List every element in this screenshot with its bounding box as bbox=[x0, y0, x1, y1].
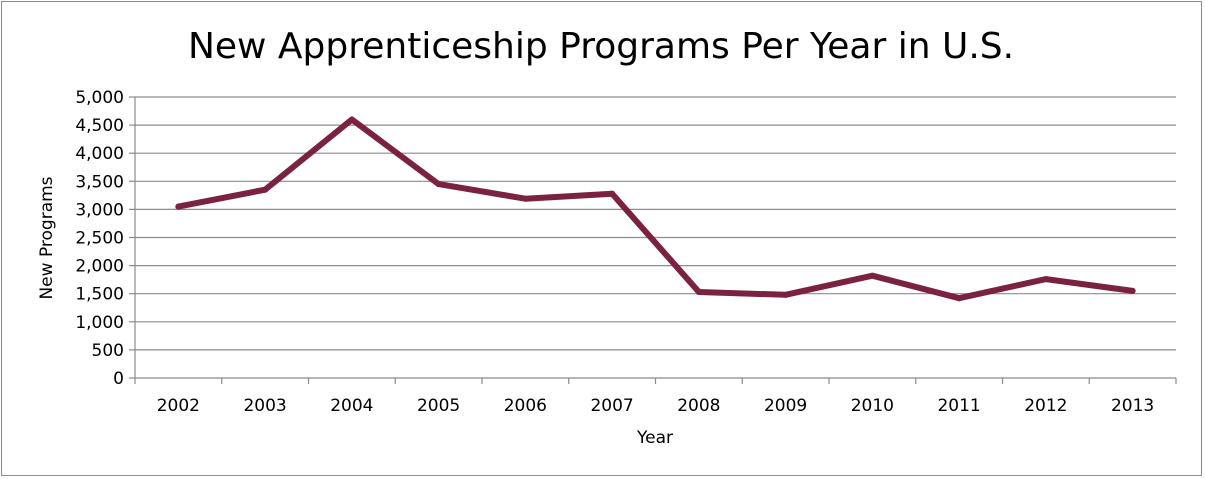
data-point bbox=[1129, 287, 1136, 294]
y-tick-label: 1,000 bbox=[75, 313, 124, 333]
y-tick-label: 3,000 bbox=[75, 200, 124, 220]
data-point bbox=[1042, 276, 1049, 283]
x-axis-label: Year bbox=[636, 428, 673, 448]
x-tick-label: 2012 bbox=[1024, 396, 1067, 416]
data-point bbox=[175, 203, 182, 210]
y-tick-label: 4,500 bbox=[75, 116, 124, 136]
y-tick-labels: 0 500 1,000 1,500 2,000 2,500 3,000 3,500 4,000 4… bbox=[75, 88, 124, 389]
x-tick-label: 2010 bbox=[851, 396, 894, 416]
data-point bbox=[262, 186, 269, 193]
data-point bbox=[435, 181, 442, 188]
data-point bbox=[782, 291, 789, 298]
x-tick-label: 2013 bbox=[1111, 396, 1154, 416]
y-axis-label: New Programs bbox=[37, 176, 57, 299]
x-tick-label: 2002 bbox=[157, 396, 200, 416]
y-tick-label: 500 bbox=[92, 341, 124, 361]
y-tick-label: 3,500 bbox=[75, 172, 124, 192]
axes bbox=[129, 96, 1177, 384]
data-point bbox=[695, 289, 702, 296]
gridlines bbox=[135, 96, 1176, 351]
y-tick-label: 4,000 bbox=[75, 144, 124, 164]
data-point bbox=[522, 195, 529, 202]
x-tick-label: 2004 bbox=[330, 396, 373, 416]
data-point bbox=[348, 116, 355, 123]
x-tick-label: 2008 bbox=[677, 396, 720, 416]
x-tick-label: 2011 bbox=[937, 396, 980, 416]
x-tick-label: 2003 bbox=[243, 396, 286, 416]
x-tick-label: 2007 bbox=[590, 396, 633, 416]
chart-title: New Apprenticeship Programs Per Year in … bbox=[188, 26, 1014, 67]
y-tick-label: 2,000 bbox=[75, 257, 124, 277]
data-point bbox=[869, 272, 876, 279]
x-tick-label: 2006 bbox=[504, 396, 547, 416]
y-tick-label: 1,500 bbox=[75, 285, 124, 305]
x-tick-label: 2009 bbox=[764, 396, 807, 416]
series-line bbox=[175, 116, 1136, 302]
x-tick-labels: 2002 2003 2004 2005 2006 2007 2008 2009 2010 2011… bbox=[157, 396, 1155, 416]
data-point bbox=[956, 295, 963, 302]
data-point bbox=[609, 190, 616, 197]
y-tick-label: 2,500 bbox=[75, 229, 124, 249]
y-tick-label: 5,000 bbox=[75, 88, 124, 108]
x-tick-label: 2005 bbox=[417, 396, 460, 416]
y-tick-label: 0 bbox=[113, 369, 124, 389]
series bbox=[175, 116, 1136, 302]
